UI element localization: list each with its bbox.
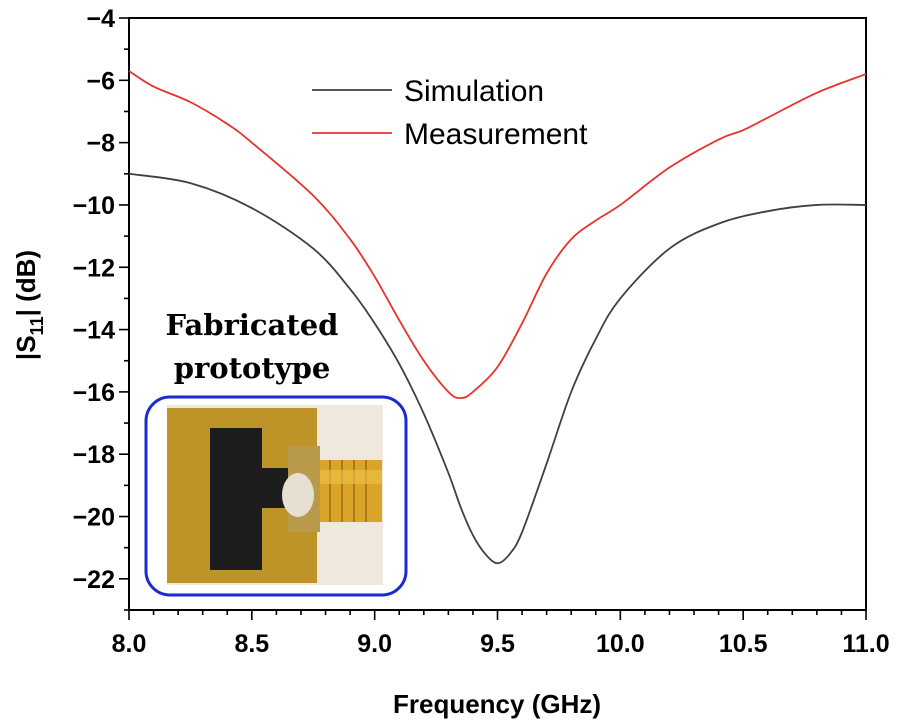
y-axis-title-subscript: 11 <box>27 316 47 335</box>
y-axis-title: |S11| (dB) <box>11 250 47 360</box>
prototype-photo <box>167 405 383 585</box>
y-tick-label: −8 <box>86 130 115 158</box>
y-tick-label: −16 <box>73 379 115 407</box>
y-tick-label: −18 <box>73 441 116 469</box>
y-tick-label: −10 <box>73 192 115 220</box>
y-tick-label: −22 <box>73 566 115 594</box>
x-tick-label: 9.0 <box>357 630 392 658</box>
y-axis-title-prefix: |S <box>11 335 41 360</box>
y-tick-label: −14 <box>73 317 116 345</box>
series-line-measurement <box>128 70 867 400</box>
legend: Simulation Measurement <box>312 75 588 151</box>
y-tick-label: −4 <box>86 5 115 33</box>
y-axis: −4 −6 −8 −10 −12 −14 −16 −18 −20 −22 <box>73 5 129 611</box>
series-layer <box>128 70 867 565</box>
x-tick-label: 11.0 <box>842 630 889 658</box>
series-line-simulation <box>128 172 867 565</box>
annotation-line-2: prototype <box>174 351 331 385</box>
y-tick-label: −12 <box>73 254 115 282</box>
legend-label-measurement: Measurement <box>404 118 588 151</box>
prototype-frame <box>144 395 408 597</box>
legend-label-simulation: Simulation <box>404 75 544 108</box>
y-tick-label: −6 <box>86 67 115 95</box>
x-axis: 8.0 8.5 9.0 9.5 10.0 10.5 11.0 <box>112 610 890 658</box>
y-tick-label: −20 <box>73 504 115 532</box>
y-axis-title-suffix: | (dB) <box>11 250 41 316</box>
x-tick-label: 8.0 <box>112 630 147 658</box>
x-tick-label: 10.5 <box>719 630 768 658</box>
x-tick-label: 10.0 <box>596 630 645 658</box>
x-tick-label: 8.5 <box>234 630 269 658</box>
annotation-line-1: Fabricated <box>166 308 339 342</box>
x-axis-title: Frequency (GHz) <box>393 689 601 719</box>
x-tick-label: 9.5 <box>480 630 515 658</box>
prototype-annotation: Fabricated prototype <box>144 308 408 597</box>
